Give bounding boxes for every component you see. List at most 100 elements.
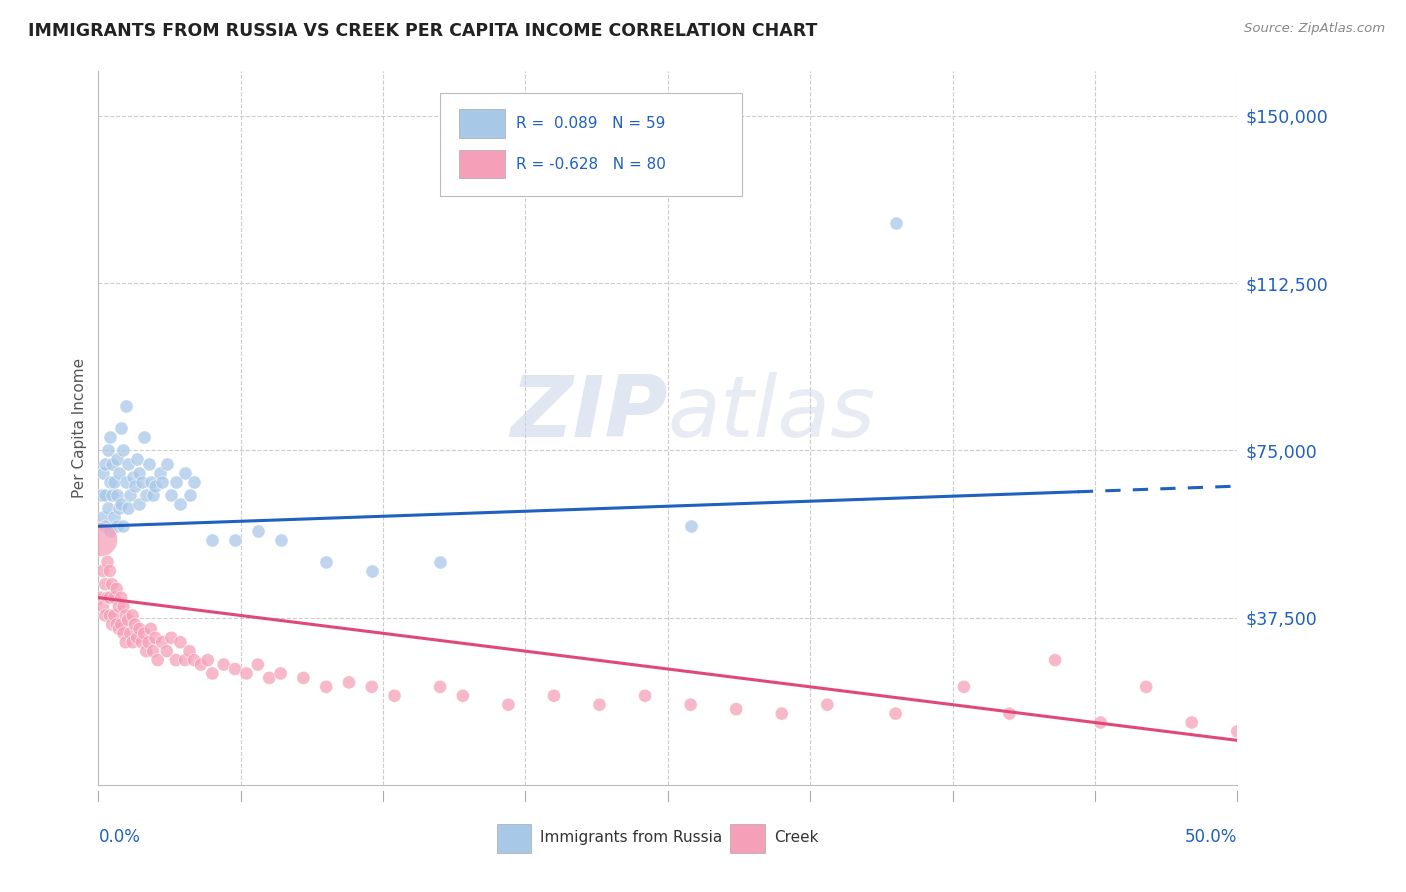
Point	[315, 555, 337, 569]
Point	[131, 635, 153, 649]
Point	[884, 706, 907, 721]
Point	[149, 466, 172, 480]
Text: R = -0.628   N = 80: R = -0.628 N = 80	[516, 157, 666, 171]
Point	[127, 452, 149, 467]
Point	[135, 488, 157, 502]
FancyBboxPatch shape	[460, 150, 505, 178]
Point	[138, 635, 160, 649]
FancyBboxPatch shape	[460, 109, 505, 137]
Point	[90, 591, 112, 605]
FancyBboxPatch shape	[731, 824, 765, 853]
Point	[132, 626, 155, 640]
Point	[1181, 715, 1204, 730]
Point	[270, 666, 292, 681]
Point	[91, 564, 114, 578]
Point	[142, 488, 165, 502]
Point	[110, 617, 132, 632]
Point	[128, 622, 150, 636]
Point	[108, 622, 131, 636]
Point	[117, 613, 139, 627]
Point	[135, 644, 157, 658]
Point	[179, 644, 201, 658]
Point	[160, 631, 183, 645]
Point	[183, 653, 205, 667]
FancyBboxPatch shape	[498, 824, 531, 853]
Point	[174, 653, 197, 667]
Text: Source: ZipAtlas.com: Source: ZipAtlas.com	[1244, 22, 1385, 36]
Point	[128, 466, 150, 480]
Point	[108, 466, 131, 480]
Point	[112, 519, 135, 533]
Text: Creek: Creek	[773, 830, 818, 846]
Point	[96, 555, 118, 569]
Point	[953, 680, 976, 694]
Point	[120, 488, 142, 502]
Point	[145, 479, 167, 493]
Point	[169, 497, 191, 511]
Point	[98, 564, 121, 578]
Point	[117, 457, 139, 471]
Text: atlas: atlas	[668, 372, 876, 456]
Point	[112, 443, 135, 458]
Point	[108, 501, 131, 516]
Y-axis label: Per Capita Income: Per Capita Income	[72, 358, 87, 499]
Point	[156, 644, 179, 658]
Point	[94, 488, 117, 502]
Point	[108, 599, 131, 614]
Point	[246, 524, 269, 538]
Text: 0.0%: 0.0%	[98, 828, 141, 846]
Point	[770, 706, 793, 721]
Point	[337, 675, 360, 690]
Point	[96, 443, 118, 458]
Point	[145, 631, 167, 645]
Point	[120, 626, 142, 640]
Point	[90, 533, 112, 547]
Point	[725, 702, 748, 716]
Point	[634, 689, 657, 703]
Point	[98, 475, 121, 489]
Point	[103, 475, 125, 489]
Point	[105, 519, 128, 533]
Point	[174, 466, 197, 480]
Point	[103, 591, 125, 605]
Point	[114, 635, 136, 649]
Point	[315, 680, 337, 694]
Point	[110, 497, 132, 511]
Point	[815, 698, 838, 712]
Point	[132, 430, 155, 444]
Point	[121, 608, 143, 623]
Point	[98, 524, 121, 538]
Point	[105, 582, 128, 596]
Point	[128, 497, 150, 511]
Point	[451, 689, 474, 703]
Point	[384, 689, 406, 703]
Text: IMMIGRANTS FROM RUSSIA VS CREEK PER CAPITA INCOME CORRELATION CHART: IMMIGRANTS FROM RUSSIA VS CREEK PER CAPI…	[28, 22, 817, 40]
Point	[105, 488, 128, 502]
Point	[998, 706, 1021, 721]
Point	[1090, 715, 1112, 730]
Point	[138, 457, 160, 471]
Point	[139, 622, 162, 636]
Point	[94, 577, 117, 591]
Point	[112, 626, 135, 640]
Point	[429, 680, 451, 694]
Point	[679, 698, 702, 712]
Point	[103, 510, 125, 524]
Point	[201, 666, 224, 681]
Point	[197, 653, 219, 667]
Point	[110, 591, 132, 605]
Point	[270, 533, 292, 547]
Point	[98, 608, 121, 623]
Point	[160, 488, 183, 502]
Text: R =  0.089   N = 59: R = 0.089 N = 59	[516, 116, 666, 131]
Point	[884, 216, 907, 230]
Point	[259, 671, 281, 685]
FancyBboxPatch shape	[440, 93, 742, 196]
Point	[150, 475, 173, 489]
Point	[169, 635, 191, 649]
Point	[212, 657, 235, 672]
Point	[127, 631, 149, 645]
Point	[101, 457, 124, 471]
Point	[146, 653, 169, 667]
Point	[114, 475, 136, 489]
